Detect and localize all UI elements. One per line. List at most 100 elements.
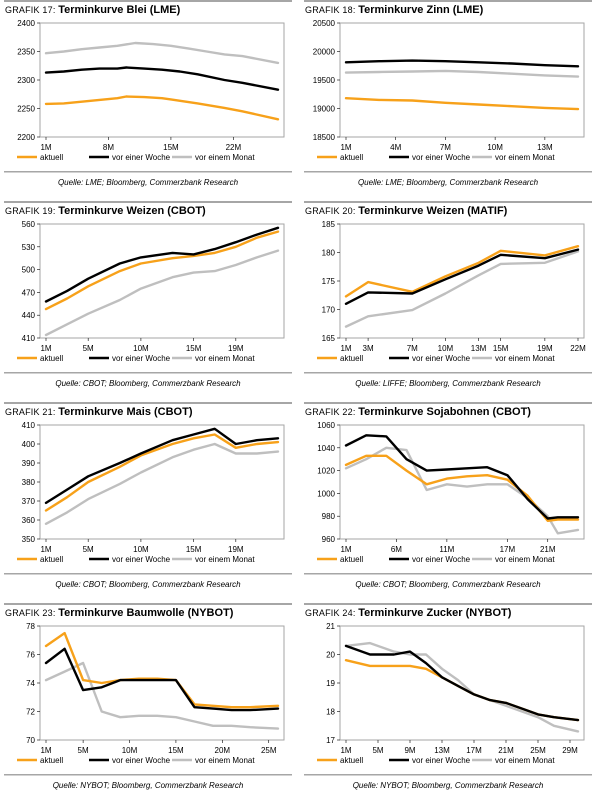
y-tick-label: 360 (22, 516, 36, 525)
y-tick-label: 400 (22, 440, 36, 449)
chart-title-main: Terminkurve Weizen (MATIF) (358, 205, 507, 217)
plot-area-frame (339, 22, 585, 138)
y-tick-label: 19500 (313, 76, 336, 85)
x-tick-label: 1M (340, 143, 351, 152)
y-tick-label: 170 (322, 306, 336, 315)
panel-top-rule (4, 603, 292, 605)
x-tick-label: 6M (391, 545, 402, 554)
x-tick-label: 22M (226, 143, 242, 152)
y-tick-label: 18500 (313, 133, 336, 142)
chart-svg-g21: GRAFIK 21: Terminkurve Mais (CBOT) 350 360… (4, 402, 292, 589)
panel-bottom-rule (4, 774, 292, 776)
source-note: Quelle: LME; Bloomberg, Commerzbank Rese… (58, 178, 239, 187)
panel-top-rule (304, 603, 592, 605)
chart-title-main: Terminkurve Mais (CBOT) (58, 406, 193, 418)
y-tick-label: 20000 (313, 48, 336, 57)
x-tick-label: 10M (122, 746, 138, 755)
x-tick-label: 10M (438, 344, 454, 353)
y-tick-label: 560 (22, 220, 36, 229)
chart-title: GRAFIK 18: Terminkurve Zinn (LME) (305, 4, 484, 16)
legend-label: aktuell (40, 555, 63, 564)
series-line-aktuell (44, 95, 280, 121)
chart-panel-g19: GRAFIK 19: Terminkurve Weizen (CBOT) 410 4… (0, 201, 300, 402)
x-tick-label: 1M (340, 746, 351, 755)
x-tick-label: 10M (133, 545, 149, 554)
chart-title-main: Terminkurve Sojabohnen (CBOT) (358, 406, 531, 418)
chart-title-main: Terminkurve Blei (LME) (58, 4, 180, 16)
x-tick-label: 7M (440, 143, 451, 152)
y-tick-label: 74 (26, 679, 35, 688)
panel-bottom-rule (304, 573, 592, 575)
y-tick-label: 180 (322, 249, 336, 258)
panel-bottom-rule (4, 372, 292, 374)
y-tick-label: 19000 (313, 105, 336, 114)
y-tick-label: 390 (22, 459, 36, 468)
x-tick-label: 11M (439, 545, 454, 554)
chart-title-prefix: GRAFIK 22: (305, 407, 358, 417)
legend-label: vor einer Woche (112, 555, 171, 564)
legend-label: aktuell (340, 555, 363, 564)
series-line-vor-einer-woche (344, 644, 580, 722)
y-tick-label: 2250 (17, 105, 35, 114)
x-tick-label: 17M (500, 545, 516, 554)
x-tick-label: 15M (186, 545, 202, 554)
chart-title: GRAFIK 21: Terminkurve Mais (CBOT) (5, 406, 193, 418)
x-tick-label: 15M (168, 746, 184, 755)
chart-svg-g24: GRAFIK 24: Terminkurve Zucker (NYBOT) 17 1… (304, 603, 592, 790)
y-tick-label: 175 (322, 277, 336, 286)
y-tick-label: 78 (26, 622, 35, 631)
y-tick-label: 470 (22, 288, 36, 297)
chart-title-main: Terminkurve Zucker (NYBOT) (358, 607, 512, 619)
chart-panel-g22: GRAFIK 22: Terminkurve Sojabohnen (CBOT)… (300, 402, 600, 603)
legend-label: vor einer Woche (112, 756, 171, 765)
chart-title-prefix: GRAFIK 19: (5, 206, 58, 216)
series-line-aktuell (344, 659, 580, 722)
series-line-vor-einer-woche (344, 434, 580, 520)
legend-label: vor einer Woche (412, 153, 471, 162)
source-note: Quelle: CBOT; Bloomberg, Commerzbank Res… (355, 580, 541, 589)
y-tick-label: 410 (22, 421, 36, 430)
x-tick-label: 4M (390, 143, 401, 152)
x-tick-label: 1M (40, 344, 51, 353)
chart-svg-g19: GRAFIK 19: Terminkurve Weizen (CBOT) 410 4… (4, 201, 292, 388)
x-tick-label: 1M (40, 143, 51, 152)
x-tick-label: 15M (163, 143, 179, 152)
plot-area-frame (39, 223, 285, 339)
y-tick-label: 21 (326, 622, 335, 631)
series-line-vor-einem-monat (44, 249, 280, 337)
chart-svg-g17: GRAFIK 17: Terminkurve Blei (LME) 2200 225… (4, 0, 292, 187)
chart-svg-g20: GRAFIK 20: Terminkurve Weizen (MATIF) 165… (304, 201, 592, 388)
series-line-vor-einer-woche (344, 59, 580, 68)
series-line-vor-einem-monat (344, 69, 580, 78)
plot-area-frame (339, 223, 585, 339)
series-line-aktuell (44, 433, 280, 512)
source-note: Quelle: NYBOT; Bloomberg, Commerzbank Re… (353, 781, 544, 790)
chart-svg-g18: GRAFIK 18: Terminkurve Zinn (LME) 18500 19… (304, 0, 592, 187)
y-tick-label: 980 (322, 512, 336, 521)
x-tick-label: 13M (471, 344, 487, 353)
legend-label: vor einem Monat (195, 555, 255, 564)
y-tick-label: 20500 (313, 19, 336, 28)
x-tick-label: 9M (404, 746, 415, 755)
series-line-aktuell (344, 454, 580, 523)
x-tick-label: 21M (498, 746, 514, 755)
y-tick-label: 440 (22, 311, 36, 320)
y-tick-label: 2400 (17, 19, 35, 28)
plot-area-frame (39, 22, 285, 138)
legend-label: vor einem Monat (495, 354, 555, 363)
x-tick-label: 10M (133, 344, 149, 353)
x-tick-label: 5M (372, 746, 383, 755)
chart-title: GRAFIK 24: Terminkurve Zucker (NYBOT) (305, 607, 512, 619)
x-tick-label: 1M (40, 545, 51, 554)
panel-top-rule (4, 201, 292, 203)
y-tick-label: 17 (326, 736, 335, 745)
y-tick-label: 370 (22, 497, 36, 506)
y-tick-label: 500 (22, 266, 36, 275)
x-tick-label: 19M (228, 344, 244, 353)
chart-panel-g20: GRAFIK 20: Terminkurve Weizen (MATIF) 165… (300, 201, 600, 402)
legend-label: vor einer Woche (112, 153, 171, 162)
legend-label: vor einer Woche (412, 756, 471, 765)
legend-label: aktuell (40, 153, 63, 162)
plot-area-frame (339, 424, 585, 540)
chart-title: GRAFIK 19: Terminkurve Weizen (CBOT) (5, 205, 206, 217)
